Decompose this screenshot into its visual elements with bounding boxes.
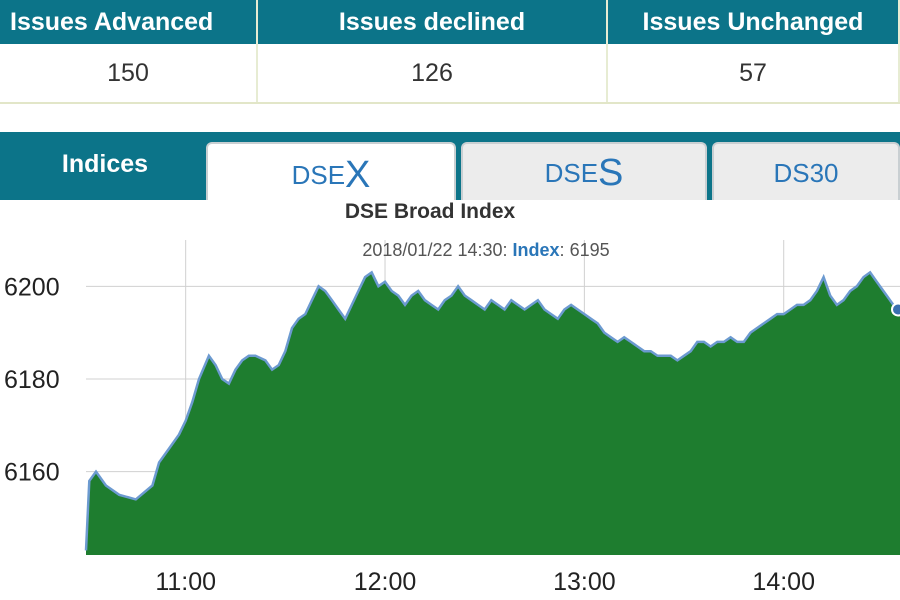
tooltip-value: 6195 [569,240,610,260]
breadth-values-row: 150 126 57 [0,44,900,104]
x-tick-label-1200: 12:00 [354,568,417,596]
issues-declined-value: 126 [258,44,608,102]
tab-dses[interactable]: DSE S [461,142,707,202]
y-tick-label-6200: 6200 [4,273,60,301]
market-breadth-table: Issues Advanced Issues declined Issues U… [0,0,900,106]
tab-dsex[interactable]: DSE X [206,142,456,206]
x-tick-label-1300: 13:00 [553,568,616,596]
tooltip-timestamp: 2018/01/22 14:30: [362,240,508,260]
tab-ds30-label: DS30 [773,157,839,188]
tab-indices[interactable]: Indices [61,149,149,178]
tab-ds30[interactable]: DS30 [712,142,900,202]
x-tick-label-1100: 11:00 [155,568,216,596]
issues-advanced-value: 150 [0,44,258,102]
issues-unchanged-header: Issues Unchanged [608,0,900,44]
index-tab-strip: Indices DSE X DSE S DS30 [0,132,900,206]
current-value-marker [891,302,900,317]
issues-declined-header: Issues declined [258,0,608,44]
breadth-header-row: Issues Advanced Issues declined Issues U… [0,0,900,44]
chart-tooltip: 2018/01/22 14:30: Index: 6195 [362,240,610,260]
x-tick-label-1400: 14:00 [752,568,815,596]
y-tick-label-6180: 6180 [4,366,60,394]
issues-advanced-header: Issues Advanced [0,0,258,44]
y-tick-label-6160: 6160 [4,459,60,487]
index-chart: 6160 6180 6200 11:00 12:00 13:00 14:00 [4,240,900,596]
tab-dsex-letter: X [345,154,371,196]
tooltip-label: Index [512,240,560,260]
tab-dses-prefix: DSE [544,157,599,188]
issues-unchanged-value: 57 [608,44,900,102]
tab-dsex-prefix: DSE [291,159,346,190]
chart-title: DSE Broad Index [344,200,516,223]
index-line-series [84,270,900,551]
tab-dses-letter: S [598,152,624,194]
